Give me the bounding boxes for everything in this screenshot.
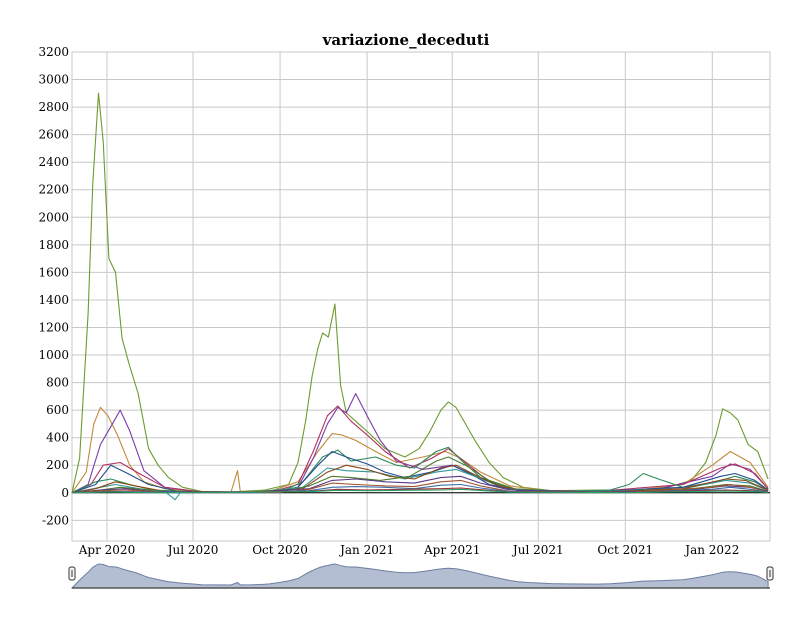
x-tick-label: Oct 2020 bbox=[252, 543, 308, 557]
series-line-4[interactable] bbox=[71, 405, 769, 494]
y-tick-label: 2600 bbox=[38, 128, 69, 142]
y-tick-label: 1200 bbox=[38, 320, 69, 334]
x-tick-label: Jul 2020 bbox=[166, 543, 219, 557]
y-tick-label: -200 bbox=[42, 513, 69, 527]
x-tick-label: Oct 2021 bbox=[597, 543, 653, 557]
range-slider[interactable] bbox=[68, 560, 774, 589]
y-axis-ticks: -200 0 200 400 600 800 1000 1200 1400 1600 1800 200… bbox=[38, 45, 69, 527]
y-tick-label: 2200 bbox=[38, 183, 69, 197]
series-line-2[interactable] bbox=[71, 406, 769, 494]
x-tick-label: Jan 2022 bbox=[683, 543, 739, 557]
series-line-7[interactable] bbox=[71, 467, 769, 501]
y-tick-label: 1600 bbox=[38, 265, 69, 279]
plot-area-frame bbox=[71, 51, 771, 542]
y-tick-label: 3000 bbox=[38, 73, 69, 87]
y-tick-label: 1000 bbox=[38, 348, 69, 362]
y-tick-label: 800 bbox=[46, 376, 69, 390]
y-tick-label: 1800 bbox=[38, 238, 69, 252]
series-line-1[interactable] bbox=[71, 92, 769, 493]
series-line-14[interactable] bbox=[71, 488, 769, 494]
y-tick-label: 2400 bbox=[38, 155, 69, 169]
grid-layer bbox=[71, 51, 771, 542]
x-axis-ticks: Apr 2020 Jul 2020 Oct 2020 Jan 2021 Apr 2021… bbox=[78, 543, 740, 557]
y-tick-label: 200 bbox=[46, 458, 69, 472]
range-slider-overview bbox=[70, 563, 769, 589]
chart-title: variazione_deceduti bbox=[322, 31, 490, 49]
y-tick-label: 400 bbox=[46, 431, 69, 445]
series-line-6[interactable] bbox=[71, 450, 769, 494]
y-tick-label: 3200 bbox=[38, 45, 69, 59]
x-tick-label: Apr 2021 bbox=[423, 543, 480, 557]
y-tick-label: 2000 bbox=[38, 210, 69, 224]
series-line-3[interactable] bbox=[71, 393, 769, 494]
y-tick-label: 0 bbox=[61, 486, 69, 500]
y-tick-label: 2800 bbox=[38, 100, 69, 114]
y-tick-label: 1400 bbox=[38, 293, 69, 307]
series-layer[interactable] bbox=[71, 92, 769, 501]
x-tick-label: Jan 2021 bbox=[338, 543, 394, 557]
x-tick-label: Apr 2020 bbox=[78, 543, 135, 557]
x-tick-label: Jul 2021 bbox=[511, 543, 564, 557]
y-tick-label: 600 bbox=[46, 403, 69, 417]
